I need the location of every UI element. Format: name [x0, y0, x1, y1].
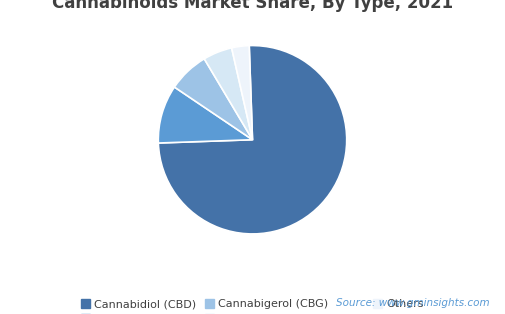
Legend: Cannabidiol (CBD), Cannabinol (CBN), Cannabigerol (CBG), Cannabidiolic Acid (CBD: Cannabidiol (CBD), Cannabinol (CBN), Can…: [77, 296, 428, 314]
Wedge shape: [204, 48, 252, 140]
Text: Source: www.gminsights.com: Source: www.gminsights.com: [336, 298, 490, 308]
Wedge shape: [232, 46, 252, 140]
Wedge shape: [159, 46, 347, 234]
Title: Cannabinoids Market Share, By Type, 2021: Cannabinoids Market Share, By Type, 2021: [52, 0, 453, 12]
Wedge shape: [174, 59, 252, 140]
Wedge shape: [158, 87, 252, 143]
